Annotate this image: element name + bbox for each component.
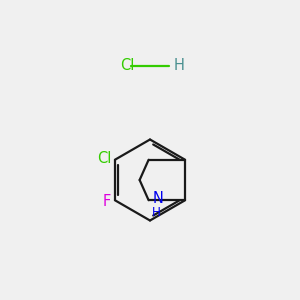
Text: Cl: Cl — [120, 58, 134, 74]
Text: F: F — [103, 194, 111, 209]
Text: H: H — [174, 58, 185, 74]
Text: N: N — [152, 191, 163, 206]
Text: Cl: Cl — [97, 151, 111, 166]
Text: H: H — [152, 206, 161, 219]
